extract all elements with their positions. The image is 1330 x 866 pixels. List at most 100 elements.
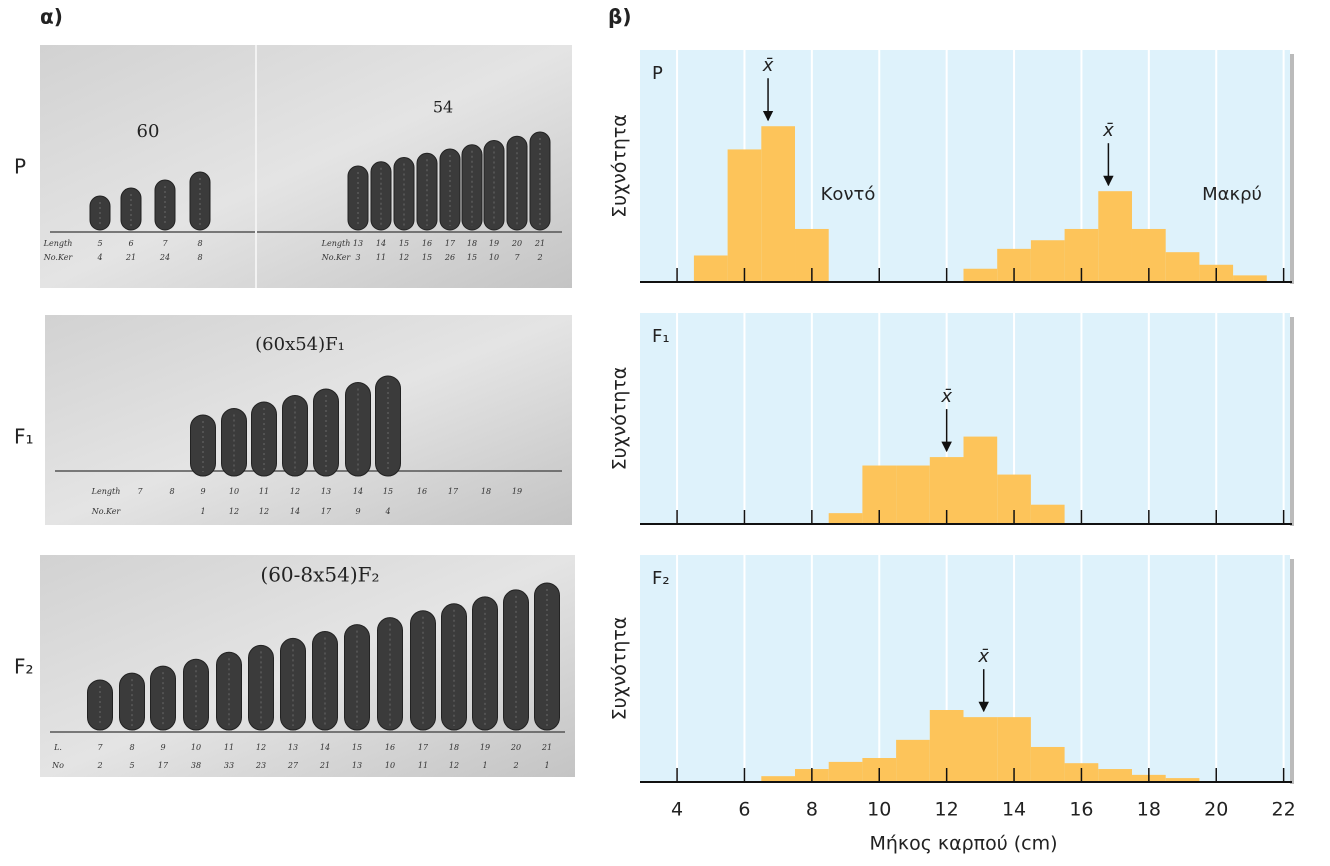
count-label: 8: [197, 253, 202, 262]
row-label: F₂: [14, 655, 34, 679]
length-label: 13: [321, 487, 331, 496]
length-label: 5: [97, 239, 102, 248]
x-tick-label: 8: [806, 799, 818, 821]
count-label: 12: [229, 507, 239, 516]
count-label: 12: [449, 761, 459, 770]
count-label: 7: [514, 253, 520, 262]
photo-caption: 54: [433, 98, 453, 117]
length-label: 18: [467, 239, 477, 248]
panel-shadow: [1290, 54, 1294, 284]
length-label: 17: [448, 487, 459, 496]
length-label: 16: [417, 487, 427, 496]
count-label: 1: [200, 507, 205, 516]
corn-ear: [189, 171, 211, 231]
panel-label: F₁: [652, 326, 670, 347]
corn-ear: [370, 161, 392, 231]
corn-ear: [441, 603, 467, 731]
mean-label: x̄: [940, 386, 952, 407]
y-axis-label: Συχνότητα: [609, 114, 631, 218]
count-label: 27: [287, 761, 299, 770]
corn-ear: [154, 179, 176, 231]
corn-ear: [282, 395, 308, 477]
histogram-bar: [828, 513, 863, 524]
count-label: 11: [376, 253, 386, 262]
panel-shadow: [1290, 317, 1294, 526]
count-label: 11: [418, 761, 428, 770]
count-heading: No.Ker: [321, 253, 352, 262]
corn-ear: [416, 152, 438, 231]
length-label: 9: [160, 743, 165, 752]
photo-caption: (60-8x54)F₂: [260, 563, 379, 587]
photo-caption: 60: [137, 121, 160, 142]
length-label: 21: [534, 239, 545, 248]
histogram-bar: [1098, 191, 1132, 282]
length-label: 11: [224, 743, 234, 752]
x-tick-label: 4: [671, 799, 683, 821]
count-label: 2: [96, 761, 102, 770]
length-label: 14: [376, 239, 386, 248]
count-label: 12: [259, 507, 269, 516]
length-label: 16: [422, 239, 432, 248]
histogram-bar: [963, 268, 998, 282]
length-label: 12: [256, 743, 266, 752]
count-label: 15: [422, 253, 432, 262]
panel-label: F₂: [652, 568, 670, 589]
histogram-bar: [727, 149, 762, 282]
length-heading: Length: [91, 487, 121, 496]
x-tick-label: 10: [867, 799, 891, 821]
count-label: 26: [444, 253, 455, 262]
corn-ear: [183, 658, 209, 731]
panel-shadow: [1290, 559, 1294, 784]
corn-ear: [313, 388, 339, 477]
count-label: 4: [384, 507, 390, 516]
mean-label: x̄: [977, 646, 989, 667]
corn-ear: [503, 589, 529, 731]
corn-ear: [87, 679, 113, 731]
length-label: 18: [481, 487, 491, 496]
mean-label: x̄: [762, 55, 774, 76]
count-label: 4: [96, 253, 102, 262]
corn-ear: [534, 582, 560, 731]
length-label: 9: [200, 487, 205, 496]
corn-ear: [312, 631, 338, 731]
histogram-bar: [1098, 769, 1132, 782]
length-label: 7: [97, 743, 103, 752]
count-label: 1: [482, 761, 487, 770]
length-label: 17: [445, 239, 456, 248]
length-label: 10: [191, 743, 201, 752]
length-label: 6: [128, 239, 133, 248]
count-label: 10: [385, 761, 395, 770]
corn-ear: [221, 408, 247, 477]
histogram-bar: [963, 717, 998, 782]
count-label: 17: [321, 507, 332, 516]
length-label: 19: [480, 743, 490, 752]
count-label: 13: [352, 761, 362, 770]
histogram-bar: [1030, 504, 1065, 524]
y-axis-label: Συχνότητα: [609, 617, 631, 721]
length-heading: Length: [321, 239, 351, 248]
length-label: 14: [353, 487, 363, 496]
length-label: 20: [510, 743, 521, 752]
length-label: 8: [129, 743, 134, 752]
length-label: 15: [352, 743, 362, 752]
x-tick-label: 22: [1272, 799, 1296, 821]
corn-ear: [216, 651, 242, 731]
histogram-bar: [761, 776, 796, 782]
mean-label: x̄: [1102, 120, 1114, 141]
count-heading: No.Ker: [91, 507, 122, 516]
length-label: 18: [449, 743, 459, 752]
count-label: 3: [355, 253, 360, 262]
x-tick-label: 16: [1069, 799, 1093, 821]
x-axis-label: Μήκος καρπού (cm): [869, 833, 1057, 855]
row-label: F₁: [14, 425, 34, 449]
length-label: 16: [385, 743, 395, 752]
photo: [45, 315, 572, 525]
histogram-bar: [963, 436, 998, 524]
histogram-bar: [1233, 275, 1267, 282]
count-label: 24: [159, 253, 170, 262]
count-label: 10: [489, 253, 499, 262]
count-label: 23: [255, 761, 266, 770]
count-heading: No: [51, 761, 64, 770]
